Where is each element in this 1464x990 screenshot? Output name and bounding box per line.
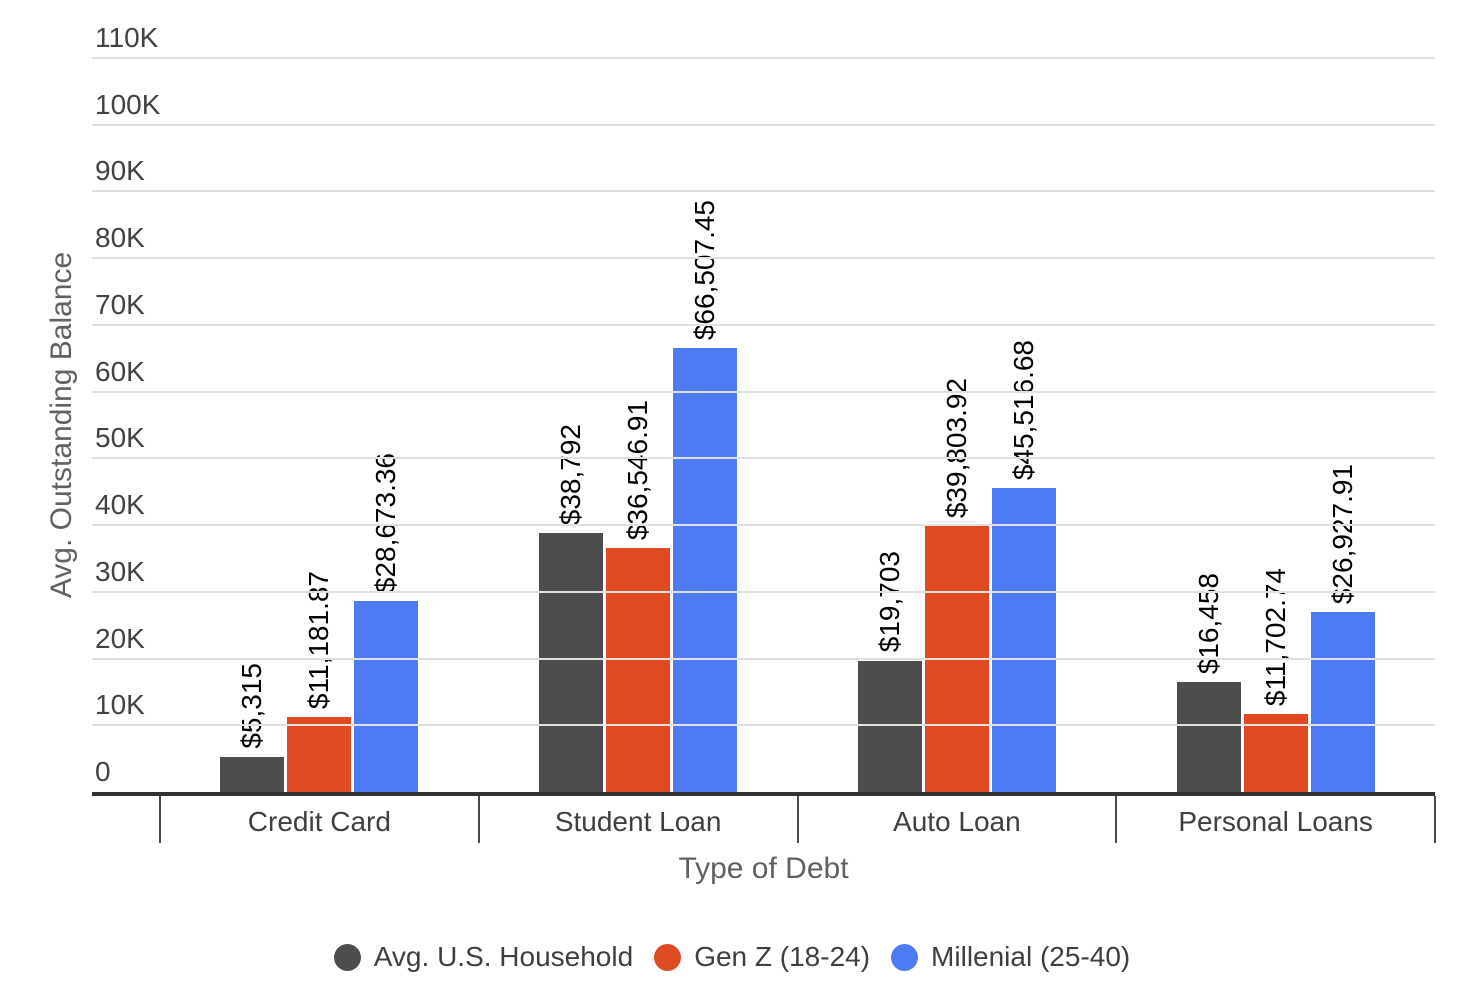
y-axis-title: Avg. Outstanding Balance <box>45 251 78 599</box>
gridline <box>92 57 1435 59</box>
bar-slot: $45,516.68 <box>991 340 1056 792</box>
y-tick-label: 80K <box>95 222 145 254</box>
y-tick-label: 60K <box>95 355 145 387</box>
y-tick-label: 0 <box>95 756 111 787</box>
bar-Millenial (25-40)-Personal Loans[interactable] <box>1310 612 1375 792</box>
gridline <box>92 190 1435 193</box>
category-label: Auto Loan <box>893 806 1021 837</box>
category-label: Personal Loans <box>1178 806 1373 837</box>
bar-slot: $36,546.91 <box>606 400 671 792</box>
x-tick-mark <box>159 796 161 843</box>
category-cell: $38,792 $36,546.91 $66,507.45 Student Loan <box>479 58 798 837</box>
bar-slot: $11,181.87 <box>287 571 352 792</box>
bar-value-label: $19,703 <box>873 551 905 653</box>
legend: Avg. U.S. Household Gen Z (18-24) Millenia… <box>0 941 1464 973</box>
bar-value-label: $5,315 <box>236 662 268 749</box>
bar-Gen Z (18-24)-Personal Loans[interactable] <box>1243 713 1308 792</box>
gridline <box>92 457 1435 460</box>
bar-slot: $26,927.91 <box>1310 464 1375 792</box>
plot-area: $5,315 $11,181.87 $28,673.36 Credit Card $38… <box>92 24 1436 843</box>
y-tick-label: 90K <box>95 155 145 187</box>
bar-value-label: $39,803.92 <box>940 378 972 519</box>
bar-value-label: $28,673.36 <box>370 452 402 593</box>
y-tick-label: 30K <box>95 555 145 587</box>
y-tick-label: 40K <box>95 489 145 521</box>
bar-group: $19,703 $39,803.92 $45,516.68 <box>857 340 1056 792</box>
legend-label: Gen Z (18-24) <box>694 941 871 972</box>
bar-Millenial (25-40)-Student Loan[interactable] <box>673 348 738 792</box>
bar-Millenial (25-40)-Credit Card[interactable] <box>354 600 419 792</box>
y-tick-label: 110K <box>95 22 159 53</box>
gridline <box>92 257 1435 260</box>
category-row: $5,315 $11,181.87 $28,673.36 Credit Card $38… <box>160 58 1435 837</box>
bar-group: $5,315 $11,181.87 $28,673.36 <box>220 453 419 792</box>
category-cell: $5,315 $11,181.87 $28,673.36 Credit Card <box>160 58 479 837</box>
gridline <box>92 724 1435 727</box>
y-tick-label: 20K <box>95 622 145 654</box>
bar-Avg. U.S. Household-Student Loan[interactable] <box>539 533 604 792</box>
legend-item-Avg. U.S. Household[interactable]: Avg. U.S. Household <box>333 941 634 973</box>
y-tick-label: 50K <box>95 422 145 454</box>
x-axis-title: Type of Debt <box>678 852 849 885</box>
legend-item-Millenial (25-40)[interactable]: Millenial (25-40) <box>891 941 1130 973</box>
gridline <box>92 123 1435 126</box>
gridline <box>92 390 1435 393</box>
x-tick-mark <box>1434 796 1436 843</box>
legend-marker-icon <box>891 943 919 971</box>
bar-slot: $11,702.74 <box>1243 568 1308 792</box>
bar-Avg. U.S. Household-Personal Loans[interactable] <box>1176 682 1241 792</box>
bar-value-label: $26,927.91 <box>1326 464 1358 605</box>
y-tick-label: 100K <box>95 88 161 120</box>
bar-Gen Z (18-24)-Student Loan[interactable] <box>606 548 671 792</box>
bar-slot: $66,507.45 <box>673 200 738 792</box>
bar-slot: $28,673.36 <box>354 453 419 792</box>
x-tick-mark <box>796 796 799 843</box>
bar-group: $38,792 $36,546.91 $66,507.45 <box>539 200 738 792</box>
gridline <box>92 657 1435 660</box>
bar-Avg. U.S. Household-Credit Card[interactable] <box>220 756 285 792</box>
bar-value-label: $11,702.74 <box>1259 567 1291 706</box>
x-tick-mark <box>477 796 480 843</box>
x-tick-mark <box>1115 796 1118 843</box>
legend-item-Gen Z (18-24)[interactable]: Gen Z (18-24) <box>654 941 870 973</box>
legend-marker-icon <box>333 943 361 971</box>
legend-label: Millenial (25-40) <box>931 941 1131 972</box>
legend-marker-icon <box>654 943 682 971</box>
gridline <box>92 590 1435 593</box>
gridline <box>92 524 1435 527</box>
gridline <box>92 323 1435 326</box>
bar-slot: $5,315 <box>220 663 285 792</box>
bar-value-label: $38,792 <box>555 423 587 526</box>
legend-label: Avg. U.S. Household <box>373 941 634 972</box>
bar-value-label: $36,546.91 <box>622 400 654 541</box>
category-label: Student Loan <box>554 806 722 837</box>
bar-Millenial (25-40)-Auto Loan[interactable] <box>991 488 1056 792</box>
y-tick-label: 70K <box>95 288 145 320</box>
category-label: Credit Card <box>247 806 391 837</box>
bar-Gen Z (18-24)-Credit Card[interactable] <box>287 717 352 792</box>
x-axis-baseline <box>92 792 1435 796</box>
bar-value-label: $66,507.45 <box>689 200 721 341</box>
y-tick-label: 10K <box>95 689 145 721</box>
bar-slot: $38,792 <box>539 424 604 792</box>
category-cell: $19,703 $39,803.92 $45,516.68 Auto Loan <box>798 58 1117 837</box>
category-cell: $16,458 $11,702.74 $26,927.91 Personal Loan… <box>1116 58 1435 837</box>
bar-slot: $16,458 <box>1176 573 1241 792</box>
bar-group: $16,458 $11,702.74 $26,927.91 <box>1176 464 1375 792</box>
